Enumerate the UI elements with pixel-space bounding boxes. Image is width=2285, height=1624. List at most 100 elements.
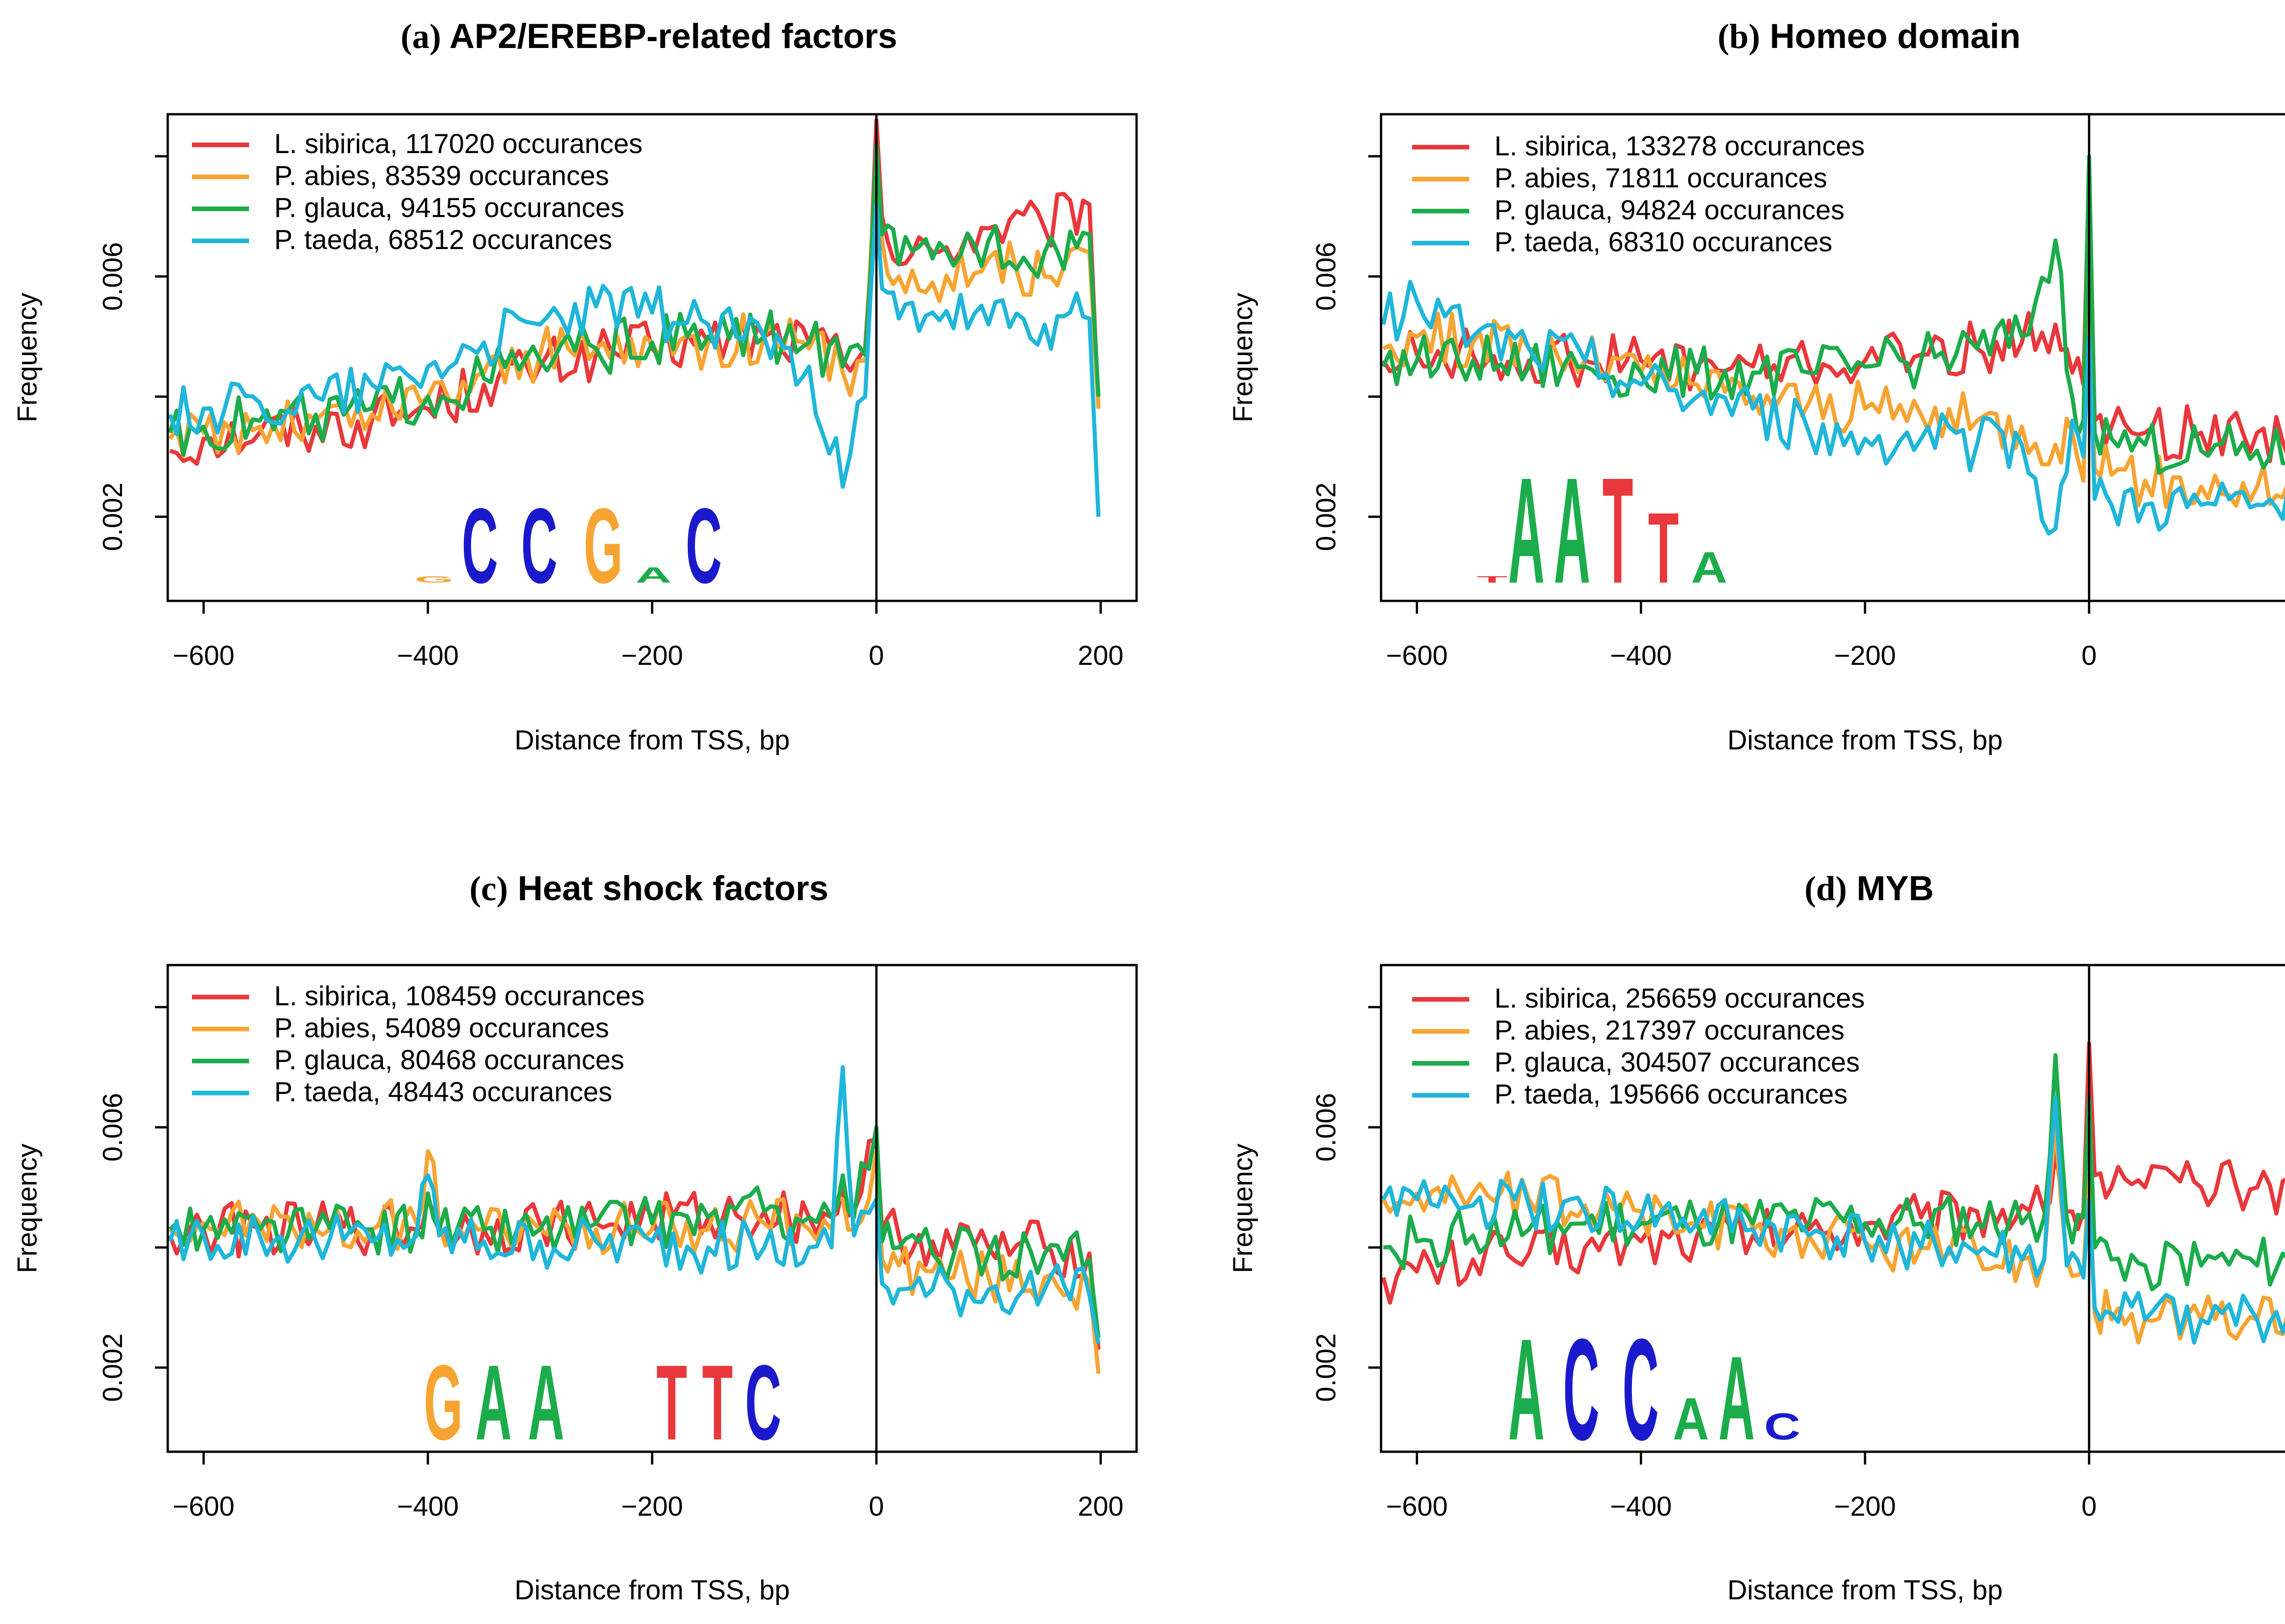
- series-line-p-abies: [169, 1149, 1101, 1374]
- chart-title: (d) MYB: [1805, 869, 1934, 908]
- x-tick-label: −200: [1834, 1491, 1896, 1522]
- motif-letter: C: [521, 486, 557, 605]
- x-axis-label: Distance from TSS, bp: [515, 1575, 790, 1605]
- legend-entry: P. glauca, 94155 occurances: [274, 192, 624, 223]
- chart-title: (c) Heat shock factors: [469, 869, 829, 908]
- y-tick-label: 0.002: [97, 483, 128, 551]
- motif-letter: A: [475, 1343, 511, 1462]
- y-tick-label: 0.002: [97, 1333, 128, 1402]
- motif-letter: T: [1477, 574, 1507, 584]
- y-tick-label: 0.006: [97, 1093, 128, 1162]
- series-line-p-taeda: [1381, 1095, 2285, 1345]
- motif-letter: G: [414, 574, 454, 584]
- y-tick-label: 0.006: [1311, 1093, 1341, 1162]
- x-tick-label: 0: [2082, 1491, 2097, 1522]
- chart-panel-d: (d) MYBACCAAC−600−400−20002000.0020.006D…: [1228, 869, 2285, 1605]
- legend-entry: L. sibirica, 117020 occurances: [274, 128, 643, 159]
- legend-entry: P. abies, 71811 occurances: [1494, 163, 1827, 193]
- panel-label: (d): [1805, 870, 1847, 908]
- legend-entry: L. sibirica, 256659 occurances: [1494, 983, 1865, 1014]
- chart-title: (a) AP2/EREBP-related factors: [401, 17, 898, 56]
- legend-entry: P. taeda, 68512 occurances: [274, 224, 612, 255]
- motif-letter: T: [702, 1343, 733, 1462]
- x-tick-label: 0: [2082, 640, 2097, 671]
- motif-letter: A: [1554, 446, 1590, 615]
- x-tick-label: −400: [397, 1491, 459, 1522]
- y-tick-label: 0.006: [97, 242, 128, 311]
- motif-letter: C: [462, 486, 498, 605]
- motif-letter: A: [528, 1343, 564, 1462]
- x-tick-label: −600: [173, 1491, 234, 1522]
- y-tick-label: 0.006: [1311, 242, 1341, 311]
- series-line-p-glauca: [168, 1125, 1101, 1338]
- motif-letter: G: [584, 486, 623, 605]
- y-axis-label: Frequency: [12, 1144, 43, 1273]
- legend-entry: P. abies, 83539 occurances: [274, 160, 609, 191]
- motif-letter: C: [686, 486, 722, 605]
- motif-letter: T: [1648, 492, 1679, 604]
- panel-label: (c): [469, 870, 508, 908]
- motif-letter: C: [745, 1343, 781, 1462]
- series-line-p-glauca: [168, 142, 1101, 457]
- legend-entry: P. taeda, 195666 occurances: [1494, 1079, 1848, 1109]
- x-tick-label: −600: [173, 640, 234, 671]
- legend-entry: L. sibirica, 108459 occurances: [274, 981, 644, 1011]
- x-tick-label: −200: [621, 1491, 683, 1522]
- title-text: Heat shock factors: [508, 869, 829, 908]
- x-tick-label: −600: [1386, 1491, 1448, 1522]
- legend-entry: P. taeda, 48443 occurances: [274, 1077, 612, 1107]
- motif-letter: T: [656, 1343, 687, 1462]
- x-tick-label: 0: [869, 640, 884, 671]
- series-line-l-sibirica: [1381, 1041, 2285, 1305]
- x-tick-label: −200: [1834, 640, 1896, 671]
- motif-letter: A: [1508, 1309, 1544, 1470]
- title-text: AP2/EREBP-related factors: [441, 17, 897, 56]
- series-line-l-sibirica: [168, 1137, 1101, 1350]
- motif-letter: A: [1508, 446, 1544, 615]
- x-tick-label: −400: [397, 640, 459, 671]
- chart-title: (b) Homeo domain: [1718, 17, 2021, 56]
- y-axis-label: Frequency: [12, 293, 43, 422]
- motif-letter: A: [635, 563, 671, 587]
- title-text: MYB: [1847, 869, 1934, 908]
- y-tick-label: 0.002: [1311, 1333, 1341, 1402]
- legend-entry: P. abies, 54089 occurances: [274, 1013, 609, 1043]
- legend-entry: P. glauca, 94824 occurances: [1494, 195, 1844, 225]
- title-text: Homeo domain: [1760, 17, 2020, 56]
- motif-letter: A: [1673, 1385, 1709, 1452]
- legend-entry: P. taeda, 68310 occurances: [1494, 227, 1832, 257]
- x-tick-label: −600: [1386, 640, 1448, 671]
- motif-letter: G: [424, 1343, 463, 1462]
- y-axis-label: Frequency: [1228, 293, 1258, 422]
- y-axis-label: Frequency: [1228, 1144, 1258, 1273]
- x-axis-label: Distance from TSS, bp: [515, 725, 790, 755]
- legend-entry: P. glauca, 304507 occurances: [1494, 1047, 1860, 1077]
- motif-letter: T: [1602, 446, 1633, 615]
- x-tick-label: 200: [1078, 1491, 1123, 1522]
- chart-panel-b: (b) Homeo domainTAATTA−600−400−20002000.…: [1228, 17, 2285, 755]
- y-tick-label: 0.002: [1311, 483, 1341, 551]
- motif-letter: C: [1622, 1309, 1658, 1470]
- x-axis-label: Distance from TSS, bp: [1727, 1575, 2003, 1605]
- motif-letter: C: [1563, 1309, 1599, 1470]
- x-tick-label: 200: [1078, 640, 1123, 671]
- x-tick-label: −400: [1610, 640, 1672, 671]
- x-tick-label: −200: [621, 640, 683, 671]
- series-line-p-taeda: [168, 1065, 1101, 1344]
- legend-entry: L. sibirica, 133278 occurances: [1494, 131, 1865, 161]
- motif-letter: C: [1764, 1405, 1800, 1447]
- legend-entry: P. abies, 217397 occurances: [1494, 1015, 1844, 1046]
- panel-label: (a): [401, 17, 441, 56]
- series-line-p-taeda: [1381, 280, 2285, 536]
- legend-entry: P. glauca, 80468 occurances: [274, 1045, 624, 1075]
